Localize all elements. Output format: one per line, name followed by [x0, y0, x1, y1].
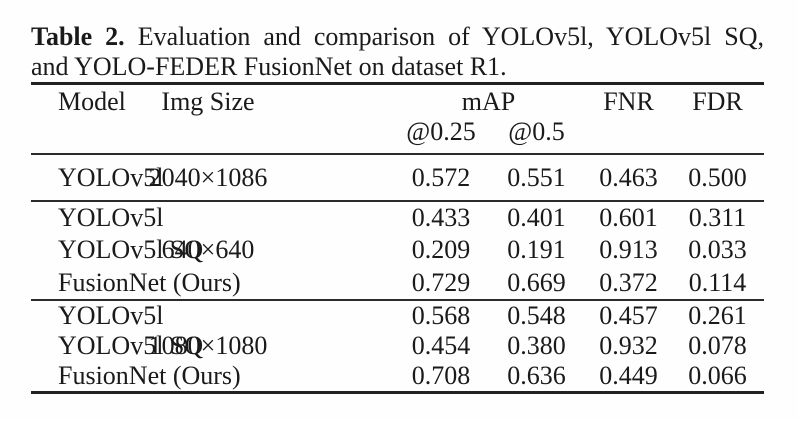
- cell-fdr: 0.500: [688, 162, 747, 192]
- table-group-fullres: YOLOv5l 2040×1086 0.572 0.551 0.463 0.50…: [31, 155, 764, 200]
- cell-fnr: 0.449: [599, 360, 658, 390]
- cell-map50: 0.669: [507, 267, 566, 297]
- cell-map25: 0.433: [411, 203, 471, 233]
- caption-line-1: Table 2. Evaluation and comparison of YO…: [31, 22, 764, 52]
- cell-img-size: 1080×1080: [148, 330, 268, 360]
- cell-fnr: 0.372: [599, 267, 658, 297]
- cell-fdr: 0.033: [688, 235, 747, 265]
- col-header-img-size: Img Size: [161, 86, 255, 116]
- cell-map50: 0.636: [507, 360, 566, 390]
- group-divider-rule: [31, 200, 764, 202]
- caption-line-1-text: Evaluation and comparison of YOLOv5l, YO…: [137, 22, 764, 51]
- cell-map50: 0.191: [507, 235, 566, 265]
- col-header-fnr: FNR: [603, 86, 654, 116]
- cell-map25: 0.572: [411, 162, 471, 192]
- col-header-fdr: FDR: [692, 86, 743, 116]
- cell-img-size: 2040×1086: [148, 162, 268, 192]
- cell-fnr: 0.463: [599, 162, 658, 192]
- cell-map25: 0.729: [411, 267, 471, 297]
- cell-model: YOLOv5l SQ: [58, 330, 204, 360]
- table-header: Model Img Size mAP FNR FDR @0.25 @0.5: [31, 85, 764, 153]
- results-table: Model Img Size mAP FNR FDR @0.25 @0.5 YO…: [31, 82, 764, 394]
- cell-fdr: 0.066: [688, 360, 747, 390]
- cell-fdr: 0.114: [688, 267, 747, 297]
- col-header-map: mAP: [461, 86, 516, 116]
- cell-fdr: 0.261: [688, 300, 747, 330]
- cell-model: YOLOv5l: [58, 300, 164, 330]
- cell-map25: 0.209: [411, 235, 471, 265]
- table-caption: Table 2. Evaluation and comparison of YO…: [31, 22, 764, 82]
- header-divider-rule: [31, 153, 764, 155]
- cell-model: YOLOv5l: [58, 203, 164, 233]
- col-header-map-025: @0.25: [406, 117, 476, 146]
- col-header-map-05: @0.5: [508, 117, 565, 146]
- cell-map25: 0.454: [411, 330, 471, 360]
- col-header-model: Model: [58, 86, 126, 116]
- cell-model: YOLOv5l SQ: [58, 235, 204, 265]
- cell-model: FusionNet (Ours): [58, 267, 241, 297]
- group-divider-rule: [31, 298, 764, 301]
- cell-model: YOLOv5l: [58, 162, 164, 192]
- caption-line-2: and YOLO-FEDER FusionNet on dataset R1.: [31, 52, 507, 81]
- cell-fnr: 0.932: [599, 330, 658, 360]
- cell-fdr: 0.311: [688, 203, 747, 233]
- cell-model: FusionNet (Ours): [58, 360, 241, 390]
- cell-map50: 0.401: [507, 203, 566, 233]
- cell-fnr: 0.913: [599, 235, 658, 265]
- cell-map50: 0.551: [507, 162, 566, 192]
- cell-fdr: 0.078: [688, 330, 747, 360]
- table-group-640: 640×640 YOLOv5l 0.433 0.401 0.601 0.311 …: [31, 202, 764, 299]
- cell-map25: 0.568: [411, 300, 471, 330]
- cell-fnr: 0.601: [599, 203, 658, 233]
- cell-map50: 0.380: [507, 330, 566, 360]
- table-group-1080: 1080×1080 YOLOv5l 0.568 0.548 0.457 0.26…: [31, 301, 764, 391]
- cell-map50: 0.548: [507, 300, 566, 330]
- cell-map25: 0.708: [411, 360, 471, 390]
- cell-fnr: 0.457: [599, 300, 658, 330]
- cell-img-size: 640×640: [161, 235, 255, 265]
- table-caption-label: Table 2.: [31, 22, 125, 51]
